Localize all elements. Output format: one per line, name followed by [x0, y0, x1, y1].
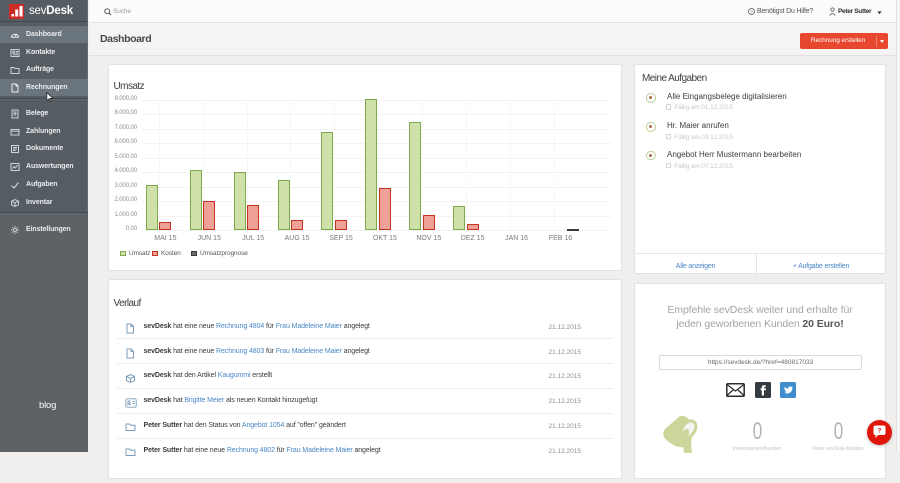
- svg-text:?: ?: [750, 9, 753, 14]
- svg-text:?: ?: [878, 428, 882, 435]
